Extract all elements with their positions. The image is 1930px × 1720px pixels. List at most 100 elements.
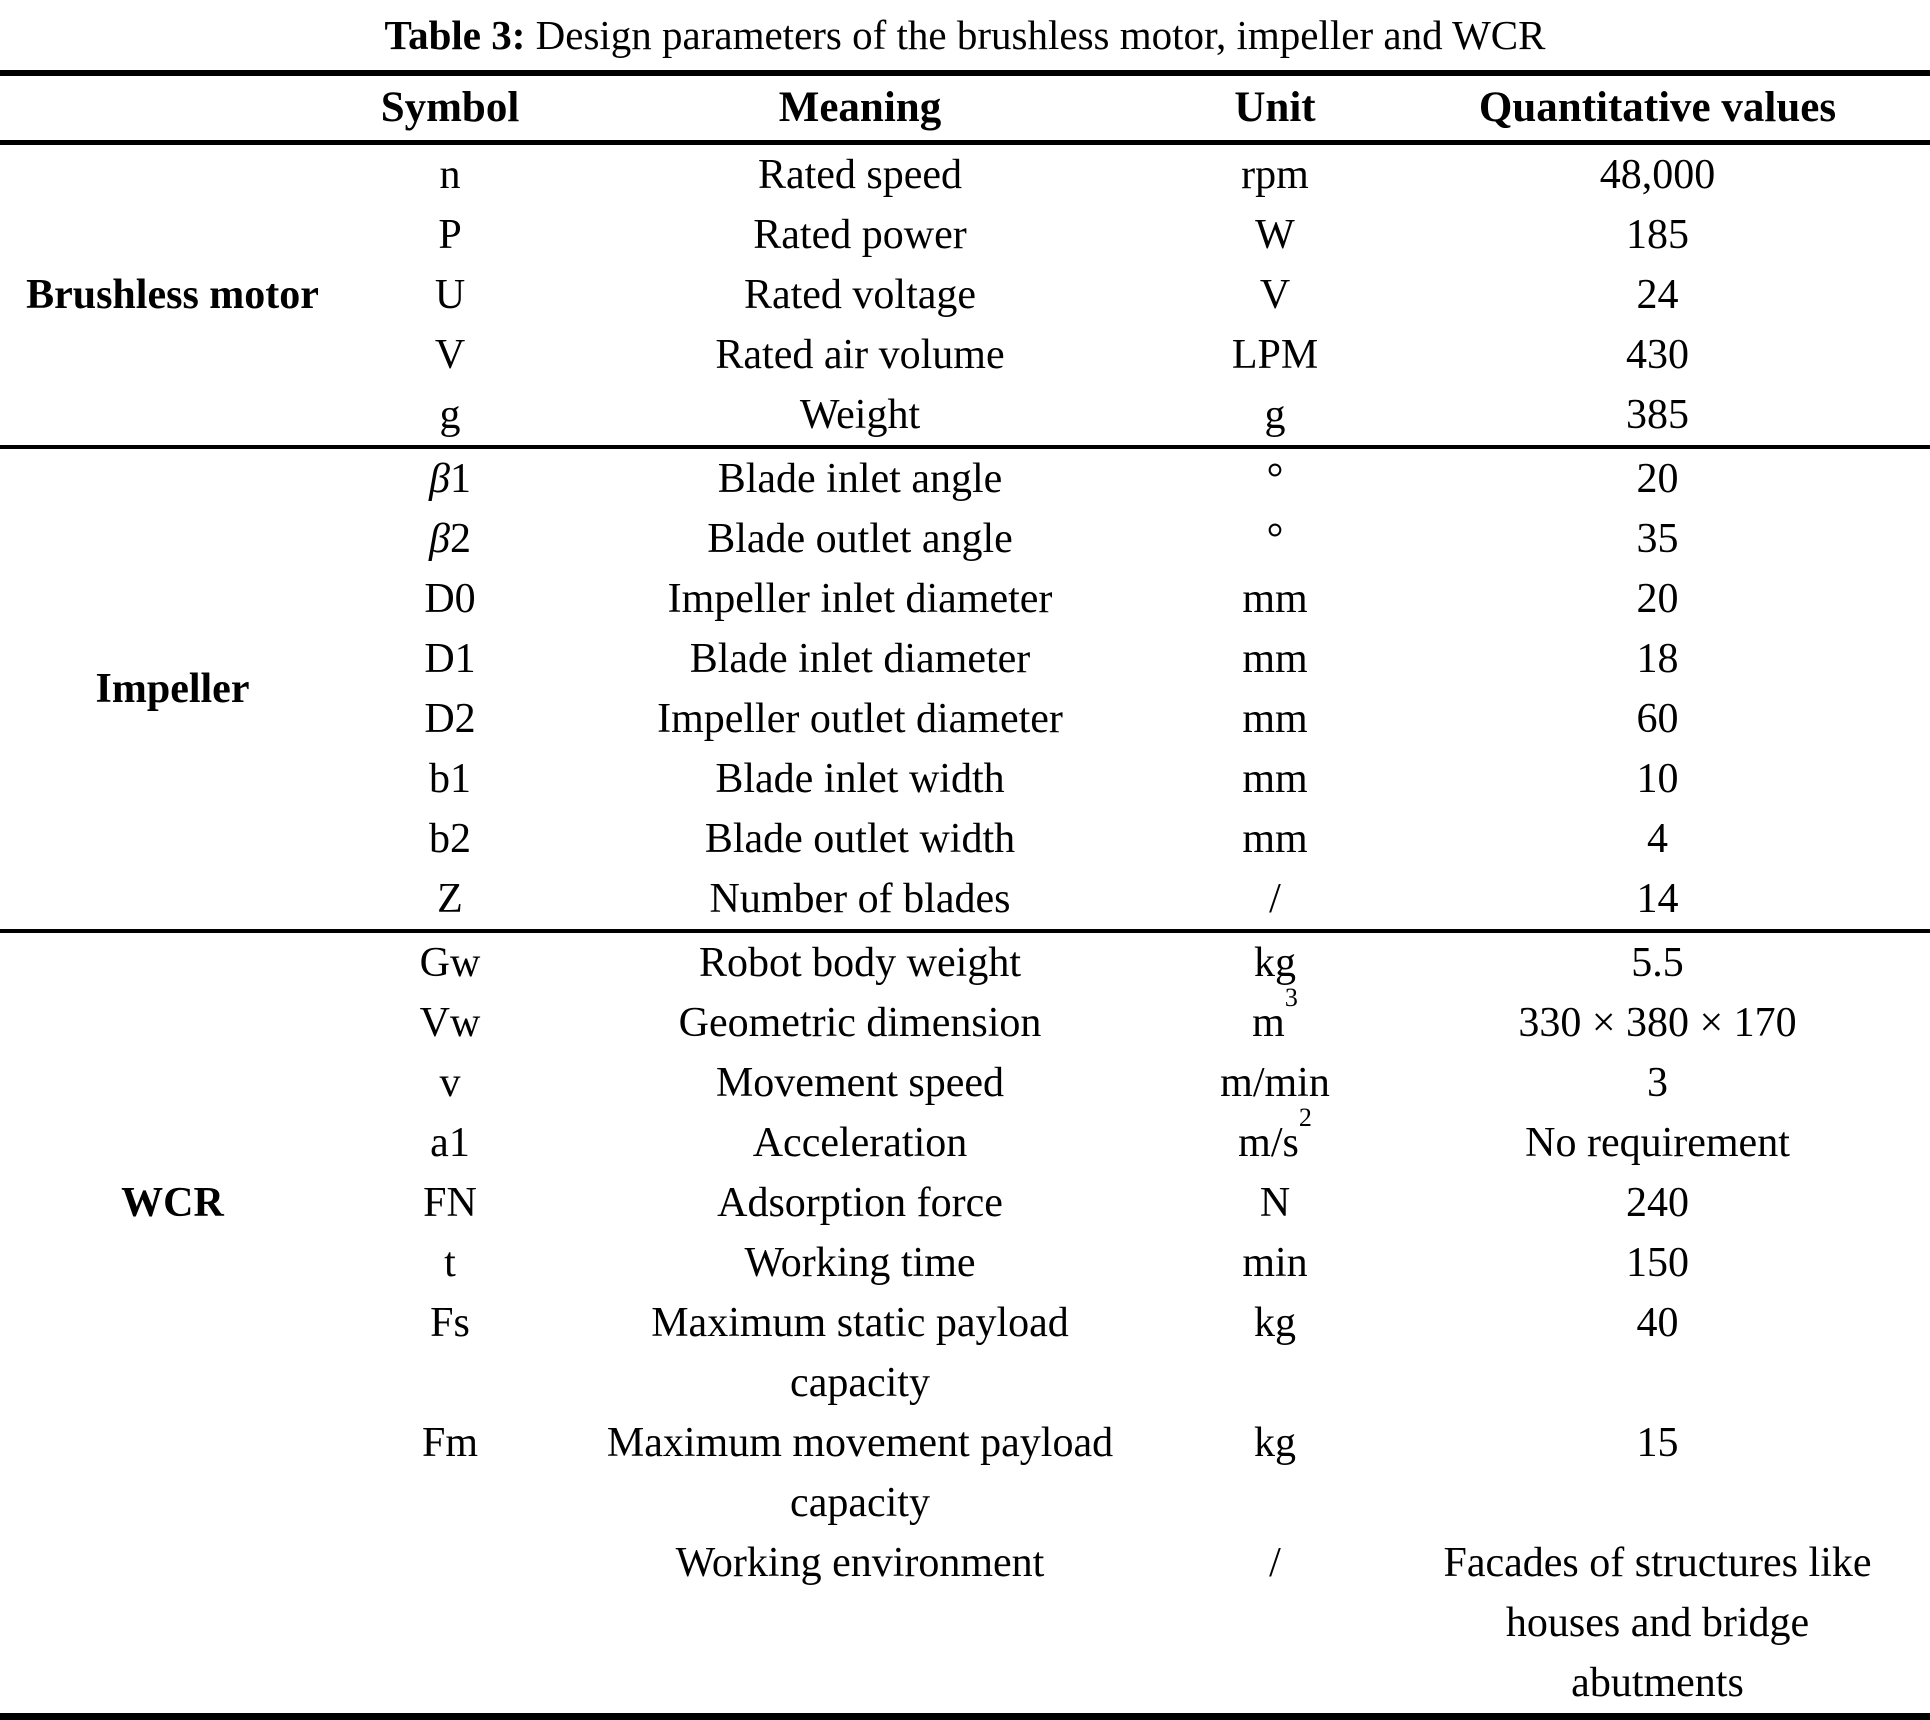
symbol-cell: V: [345, 325, 555, 385]
symbol-text: b2: [429, 815, 471, 862]
unit-cell: m/min: [1165, 1053, 1385, 1113]
table-row: Impeller β1 Blade inlet angle ° 20: [0, 447, 1930, 712]
symbol-text: 2: [449, 515, 471, 562]
unit-cell: °: [1165, 509, 1385, 569]
symbol-text: n: [439, 151, 461, 198]
unit-text: m/s: [1238, 1119, 1299, 1166]
unit-text: °: [1266, 455, 1284, 502]
value-cell: 35: [1636, 515, 1679, 562]
symbol-text: D1: [424, 635, 476, 682]
value-cell: Facades of structures like houses and br…: [1443, 1539, 1872, 1706]
column-header-category: [0, 73, 345, 142]
meaning-cell: Movement speed: [715, 1059, 1005, 1106]
table-row: Working environment / Facades of structu…: [0, 1533, 1930, 1717]
value-cell: 5.5: [1631, 939, 1684, 986]
symbol-text: Gw: [419, 939, 481, 986]
table-row: Fs Maximum static payload capacity kg 40: [0, 1293, 1930, 1413]
meaning-cell: Number of blades: [709, 875, 1011, 922]
meaning-cell: Rated voltage: [743, 271, 977, 318]
unit-cell: /: [1165, 1533, 1385, 1717]
table-row: g Weight g 385: [0, 385, 1930, 447]
unit-text: mm: [1242, 635, 1308, 682]
symbol-text: FN: [423, 1179, 477, 1226]
unit-cell: kg: [1165, 1293, 1385, 1413]
unit-cell: /: [1165, 869, 1385, 931]
column-header-meaning: Meaning: [778, 84, 942, 132]
unit-cell: mm: [1165, 809, 1385, 869]
table-row: WCR Gw Robot body weight kg 5.5: [0, 931, 1930, 1226]
unit-cell: g: [1165, 385, 1385, 447]
unit-cell: m3: [1165, 985, 1385, 1053]
unit-text: /: [1269, 1539, 1281, 1586]
table-row: D1 Blade inlet diameter mm 18: [0, 629, 1930, 689]
table-row: Vw Geometric dimension m3 330 × 380 × 17…: [0, 985, 1930, 1053]
symbol-cell: D1: [345, 629, 555, 689]
value-cell: 15: [1636, 1419, 1679, 1466]
unit-cell: LPM: [1165, 325, 1385, 385]
value-cell: No requirement: [1525, 1119, 1790, 1166]
unit-cell: m/s2: [1165, 1105, 1385, 1173]
table-row: b2 Blade outlet width mm 4: [0, 809, 1930, 869]
symbol-text: t: [444, 1239, 456, 1286]
unit-cell: V: [1165, 265, 1385, 325]
symbol-text: P: [438, 211, 462, 258]
symbol-cell: Gw: [345, 931, 555, 993]
symbol-cell: D0: [345, 569, 555, 629]
symbol-cell: b2: [345, 809, 555, 869]
value-cell: 40: [1636, 1299, 1679, 1346]
meaning-cell: Blade outlet angle: [707, 515, 1013, 562]
meaning-cell: Acceleration: [752, 1119, 968, 1166]
design-parameters-table: Symbol Meaning Unit Quantitative values …: [0, 70, 1930, 1720]
table-row: D0 Impeller inlet diameter mm 20: [0, 569, 1930, 629]
unit-text: N: [1259, 1179, 1291, 1226]
symbol-cell: Fm: [345, 1413, 555, 1533]
table-row: Brushless motor n Rated speed rpm 48,000: [0, 142, 1930, 318]
meaning-cell: Working environment: [675, 1539, 1045, 1586]
value-cell: 10: [1636, 755, 1679, 802]
unit-text: kg: [1254, 1299, 1296, 1346]
unit-cell: °: [1165, 447, 1385, 509]
table-caption-label: Table 3:: [384, 12, 526, 58]
category-cell-impeller: Impeller: [95, 665, 250, 712]
column-header-values: Quantitative values: [1478, 84, 1837, 132]
value-cell: 330 × 380 × 170: [1518, 999, 1797, 1046]
value-cell: 185: [1626, 211, 1689, 258]
value-cell: 20: [1636, 575, 1679, 622]
table-row: D2 Impeller outlet diameter mm 60: [0, 689, 1930, 749]
meaning-cell: Maximum movement payload capacity: [606, 1419, 1114, 1526]
column-header-unit: Unit: [1234, 84, 1316, 132]
value-cell: 3: [1647, 1059, 1668, 1106]
unit-cell: min: [1165, 1233, 1385, 1293]
symbol-cell: D2: [345, 689, 555, 749]
meaning-cell: Blade inlet diameter: [689, 635, 1031, 682]
unit-cell: mm: [1165, 569, 1385, 629]
symbol-text: Z: [437, 875, 463, 922]
unit-text: W: [1255, 211, 1295, 258]
meaning-cell: Robot body weight: [699, 939, 1021, 986]
symbol-cell: FN: [345, 1173, 555, 1233]
value-cell: 150: [1626, 1239, 1689, 1286]
meaning-cell: Rated power: [753, 211, 967, 258]
meaning-cell: Blade inlet width: [715, 755, 1005, 802]
table-caption: Table 3: Design parameters of the brushl…: [0, 0, 1930, 70]
meaning-cell: Rated air volume: [715, 331, 1005, 378]
unit-text: LPM: [1231, 331, 1319, 378]
symbol-greek: β: [429, 455, 450, 502]
value-cell: 430: [1626, 331, 1689, 378]
unit-cell: kg: [1165, 931, 1385, 993]
unit-cell: N: [1165, 1173, 1385, 1233]
symbol-cell: a1: [345, 1113, 555, 1173]
symbol-text: Fm: [421, 1419, 479, 1466]
symbol-text: a1: [430, 1119, 470, 1166]
table-row: U Rated voltage V 24: [0, 265, 1930, 325]
symbol-cell: Vw: [345, 993, 555, 1053]
table-row: β2 Blade outlet angle ° 35: [0, 509, 1930, 569]
symbol-cell: n: [345, 142, 555, 205]
symbol-cell: β2: [345, 509, 555, 569]
symbol-text: g: [439, 391, 461, 438]
symbol-cell: g: [345, 385, 555, 447]
unit-text: min: [1242, 1239, 1308, 1286]
value-cell: 240: [1626, 1179, 1689, 1226]
symbol-text: b1: [429, 755, 471, 802]
